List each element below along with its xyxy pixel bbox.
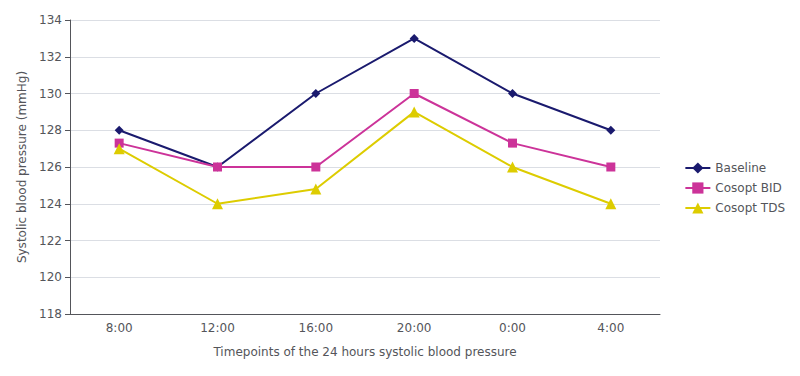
- svg-text:20:00: 20:00: [397, 321, 432, 335]
- svg-text:Baseline: Baseline: [715, 161, 766, 175]
- svg-text:Cosopt TDS: Cosopt TDS: [715, 201, 785, 215]
- svg-text:12:00: 12:00: [200, 321, 235, 335]
- svg-text:8:00: 8:00: [106, 321, 133, 335]
- svg-text:Systolic blood pressure (mmHg): Systolic blood pressure (mmHg): [15, 71, 29, 263]
- svg-text:130: 130: [39, 87, 62, 101]
- svg-text:Timepoints of the 24 hours sys: Timepoints of the 24 hours systolic bloo…: [212, 345, 516, 359]
- svg-text:0:00: 0:00: [499, 321, 526, 335]
- svg-text:134: 134: [39, 13, 62, 27]
- svg-text:124: 124: [39, 197, 62, 211]
- svg-text:118: 118: [39, 307, 62, 321]
- svg-text:126: 126: [39, 160, 62, 174]
- svg-text:4:00: 4:00: [597, 321, 624, 335]
- svg-text:120: 120: [39, 270, 62, 284]
- svg-text:122: 122: [39, 234, 62, 248]
- svg-text:132: 132: [39, 50, 62, 64]
- svg-text:128: 128: [39, 123, 62, 137]
- svg-text:16:00: 16:00: [299, 321, 334, 335]
- svg-text:Cosopt BID: Cosopt BID: [715, 181, 781, 195]
